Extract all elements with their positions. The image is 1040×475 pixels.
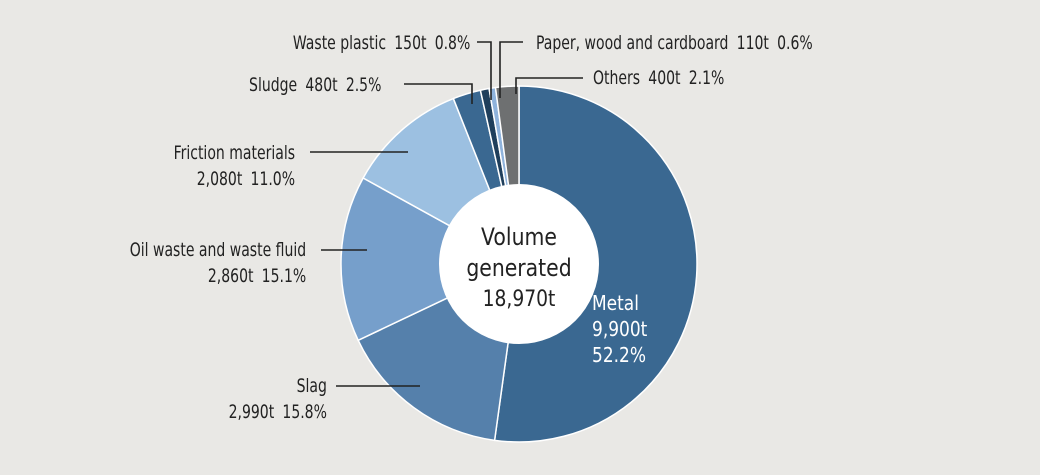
label-pct: 15.1% xyxy=(261,265,306,287)
label-value: 110t xyxy=(736,32,769,54)
leader-line-others xyxy=(515,77,583,94)
label-value: 2,990t xyxy=(228,401,275,423)
label-pct: 15.8% xyxy=(282,401,327,423)
center-title-line1: Volume xyxy=(481,223,557,251)
donut-center-label: Volume generated 18,970t xyxy=(452,222,586,315)
label-pct: 2.5% xyxy=(345,74,381,96)
leader-line-paper xyxy=(499,41,523,98)
leader-line-sludge xyxy=(404,83,473,104)
label-name: Sludge xyxy=(248,74,297,96)
donut-hole xyxy=(439,184,599,344)
label-name: Friction materials xyxy=(173,142,295,164)
label-paper-wood-cardboard: Paper, wood and cardboard 110t 0.6% xyxy=(536,30,813,56)
label-metal: Metal 9,900t 52.2% xyxy=(592,290,647,368)
label-name: Others xyxy=(593,67,641,89)
center-title-line2: generated xyxy=(466,254,572,282)
label-friction-materials: Friction materials 2,080t 11.0% xyxy=(174,140,295,192)
label-slag: Slag 2,990t 15.8% xyxy=(229,373,327,425)
label-oil-waste: Oil waste and waste fluid 2,860t 15.1% xyxy=(130,237,306,289)
label-name: Waste plastic xyxy=(292,32,386,54)
label-waste-plastic: Waste plastic 150t 0.8% xyxy=(293,30,470,56)
label-name: Paper, wood and cardboard xyxy=(536,32,729,54)
label-pct: 11.0% xyxy=(250,168,295,190)
center-total: 18,970t xyxy=(482,287,556,312)
label-value: 400t xyxy=(648,67,681,89)
label-pct: 0.8% xyxy=(434,32,470,54)
label-name: Metal xyxy=(592,291,639,315)
label-sludge: Sludge 480t 2.5% xyxy=(249,72,381,98)
label-value: 2,860t xyxy=(207,265,254,287)
slice-oil-waste-and-waste-fluid xyxy=(340,176,521,342)
label-others: Others 400t 2.1% xyxy=(593,65,724,91)
label-value: 2,080t xyxy=(196,168,243,190)
label-value: 150t xyxy=(393,32,427,54)
label-pct: 0.6% xyxy=(777,32,813,54)
label-value: 480t xyxy=(304,74,338,96)
leader-line-plastic xyxy=(477,41,492,100)
label-name: Oil waste and waste fluid xyxy=(129,239,306,261)
label-name: Slag xyxy=(296,375,327,397)
leader-lines xyxy=(310,41,583,387)
label-value: 9,900t xyxy=(592,317,648,341)
label-pct: 2.1% xyxy=(688,67,725,89)
label-pct: 52.2% xyxy=(592,343,647,367)
